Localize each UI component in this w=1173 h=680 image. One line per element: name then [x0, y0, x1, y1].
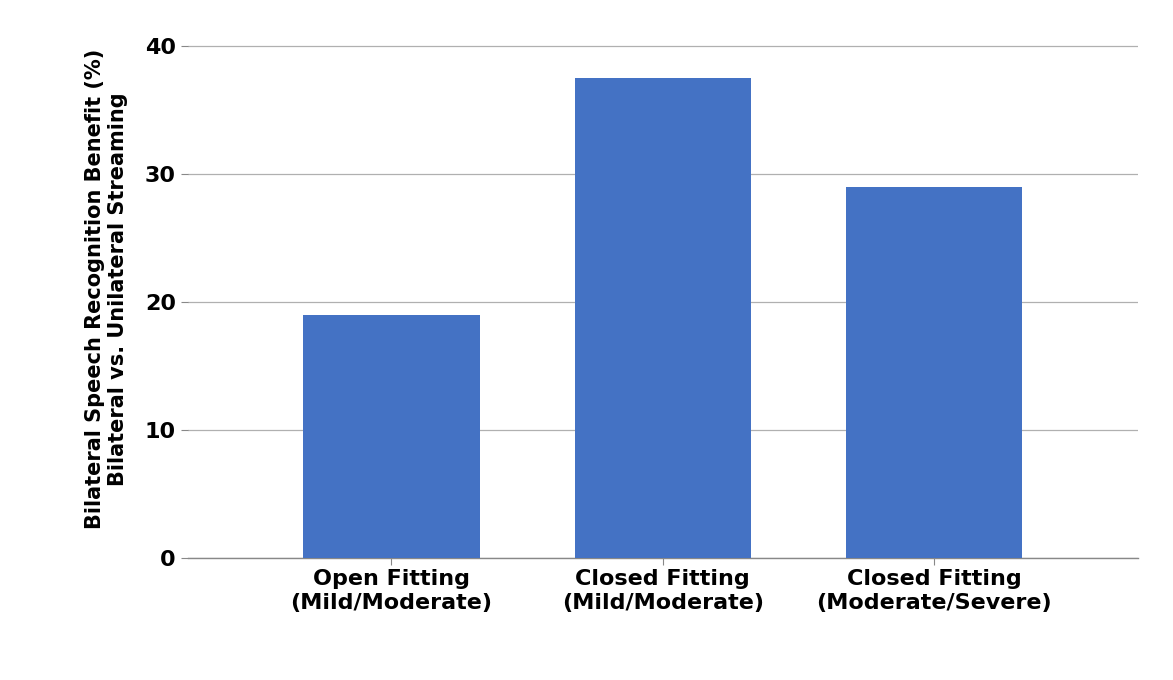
Bar	[846, 187, 1023, 558]
Y-axis label: Bilateral Speech Recognition Benefit (%)
Bilateral vs. Unilateral Streaming: Bilateral Speech Recognition Benefit (%)…	[84, 49, 128, 529]
Bar	[303, 315, 480, 558]
Bar	[575, 78, 751, 558]
